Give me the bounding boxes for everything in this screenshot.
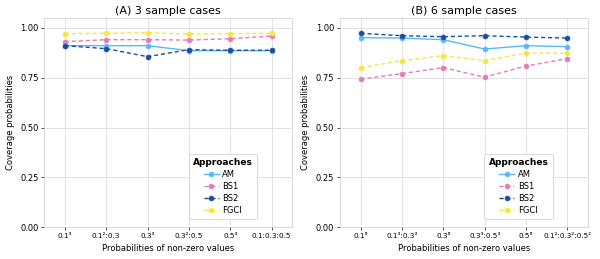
- AM: [481, 47, 488, 51]
- FGCI: [268, 32, 275, 35]
- BS2: [144, 55, 151, 58]
- BS1: [61, 40, 68, 43]
- FGCI: [398, 59, 406, 62]
- FGCI: [564, 52, 571, 55]
- BS2: [227, 49, 234, 52]
- AM: [227, 49, 234, 52]
- BS1: [357, 78, 364, 81]
- BS1: [185, 39, 193, 42]
- BS2: [398, 34, 406, 37]
- AM: [440, 38, 447, 41]
- BS1: [440, 66, 447, 69]
- BS1: [144, 38, 151, 41]
- Y-axis label: Coverage probabilities: Coverage probabilities: [5, 75, 14, 170]
- BS2: [523, 35, 530, 39]
- Title: (A) 3 sample cases: (A) 3 sample cases: [115, 5, 221, 16]
- AM: [103, 44, 110, 47]
- Line: FGCI: FGCI: [62, 30, 274, 37]
- FGCI: [357, 66, 364, 69]
- BS1: [564, 57, 571, 60]
- AM: [523, 44, 530, 47]
- Line: BS1: BS1: [62, 34, 274, 44]
- BS1: [398, 72, 406, 75]
- FGCI: [227, 32, 234, 35]
- Line: FGCI: FGCI: [358, 51, 570, 70]
- Y-axis label: Coverage probabilities: Coverage probabilities: [301, 75, 310, 170]
- Line: BS2: BS2: [358, 31, 570, 40]
- FGCI: [523, 52, 530, 55]
- AM: [564, 45, 571, 48]
- Line: BS1: BS1: [358, 56, 570, 82]
- BS2: [103, 47, 110, 50]
- Title: (B) 6 sample cases: (B) 6 sample cases: [411, 5, 517, 16]
- AM: [268, 49, 275, 52]
- AM: [144, 44, 151, 47]
- BS1: [103, 38, 110, 41]
- Line: AM: AM: [62, 43, 274, 53]
- Line: AM: AM: [358, 35, 570, 52]
- FGCI: [61, 32, 68, 35]
- FGCI: [185, 33, 193, 36]
- AM: [357, 36, 364, 39]
- FGCI: [103, 32, 110, 35]
- BS2: [61, 44, 68, 47]
- BS1: [227, 37, 234, 40]
- FGCI: [440, 54, 447, 57]
- Line: BS2: BS2: [62, 43, 274, 59]
- AM: [61, 44, 68, 47]
- AM: [185, 49, 193, 52]
- Legend: AM, BS1, BS2, FGCI: AM, BS1, BS2, FGCI: [484, 154, 553, 219]
- BS1: [268, 34, 275, 38]
- BS2: [564, 37, 571, 40]
- Legend: AM, BS1, BS2, FGCI: AM, BS1, BS2, FGCI: [188, 154, 257, 219]
- FGCI: [481, 59, 488, 62]
- X-axis label: Probabilities of non-zero values: Probabilities of non-zero values: [398, 244, 530, 254]
- AM: [398, 37, 406, 40]
- BS1: [481, 76, 488, 79]
- BS2: [357, 32, 364, 35]
- BS2: [481, 34, 488, 37]
- X-axis label: Probabilities of non-zero values: Probabilities of non-zero values: [102, 244, 235, 254]
- BS1: [523, 64, 530, 68]
- BS2: [268, 49, 275, 52]
- BS2: [440, 35, 447, 38]
- FGCI: [144, 31, 151, 34]
- BS2: [185, 48, 193, 51]
